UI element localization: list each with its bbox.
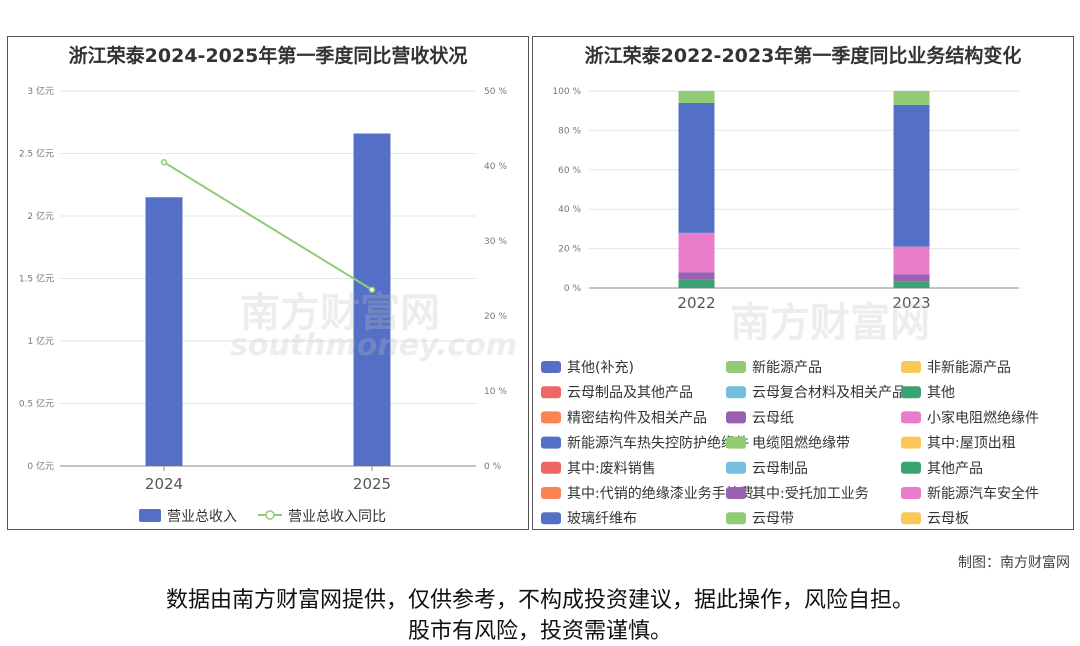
business-structure-chart: 0 % 20 % 40 % 60 % 80 % 100 % 2022 2023 其他(补充) 新能… xyxy=(541,87,1039,527)
legend-swatch xyxy=(726,512,746,525)
legend-label: 新能源产品 xyxy=(752,360,822,376)
x-tick-label: 2023 xyxy=(892,294,930,312)
legend-label: 电缆阻燃绝缘带 xyxy=(752,435,850,452)
disclaimer-line-2: 股市有风险，投资需谨慎。 xyxy=(407,619,672,644)
y-right-tick-label: 20 % xyxy=(484,312,507,322)
legend-swatch xyxy=(541,386,561,399)
y-tick-label: 0 % xyxy=(564,284,582,294)
yoy-point xyxy=(368,286,376,293)
legend-swatch xyxy=(726,487,746,499)
legend-label: 新能源汽车热失控防护绝缘件 xyxy=(567,435,749,452)
chart-credit: 制图：南方财富网 xyxy=(958,555,1070,571)
legend-label: 云母制品 xyxy=(752,461,808,477)
legend-swatch-yoy-marker xyxy=(265,510,275,520)
legend-label: 其中:屋顶出租 xyxy=(927,436,1016,452)
legend-label: 云母复合材料及相关产品 xyxy=(752,384,906,401)
y-left-tick-label: 1 亿元 xyxy=(27,335,54,347)
legend-swatch xyxy=(901,386,921,399)
legend-label: 其他产品 xyxy=(927,461,983,477)
legend-swatch xyxy=(901,436,921,449)
y-right-tick-label: 10 % xyxy=(484,387,507,397)
revenue-chart-title: 浙江荣泰2024-2025年第一季度同比营收状况 xyxy=(68,45,468,67)
revenue-chart-panel: 浙江荣泰2024-2025年第一季度同比营收状况 0 亿元 0.5 亿元 1 亿元 1… xyxy=(7,36,529,530)
y-tick-label: 100 % xyxy=(552,87,581,97)
legend-swatch-revenue xyxy=(139,509,161,522)
y-tick-label: 40 % xyxy=(558,205,581,215)
stack-segment xyxy=(678,279,715,288)
revenue-bar xyxy=(145,197,183,466)
disclaimer-line-1: 数据由南方财富网提供，仅供参考，不构成投资建议，据此操作，风险自担。 xyxy=(165,588,914,613)
y-right-tick-label: 0 % xyxy=(484,462,502,472)
y-right-tick-label: 50 % xyxy=(484,87,507,97)
stack-segment xyxy=(678,232,715,273)
stack-segment xyxy=(893,246,930,275)
stack-segment xyxy=(893,91,930,105)
stack-segment xyxy=(678,102,715,233)
x-tick-label: 2025 xyxy=(353,475,391,493)
legend-label: 小家电阻燃绝缘件 xyxy=(927,409,1039,426)
y-left-tick-label: 2.5 亿元 xyxy=(19,148,54,160)
legend-label: 其他 xyxy=(927,385,955,401)
legend-swatch xyxy=(901,411,921,424)
legend-label: 云母带 xyxy=(752,511,794,527)
legend-label: 精密结构件及相关产品 xyxy=(567,409,707,426)
legend-label: 云母纸 xyxy=(752,410,794,426)
legend-swatch xyxy=(726,361,746,373)
legend-label: 云母板 xyxy=(927,511,969,527)
y-left-tick-label: 3 亿元 xyxy=(27,85,54,97)
stack-segment xyxy=(893,281,930,288)
legend-label: 其中:受托加工业务 xyxy=(752,486,869,502)
legend-swatch xyxy=(901,512,921,525)
stack-segment xyxy=(678,91,715,103)
legend-swatch xyxy=(901,487,921,499)
legend-swatch xyxy=(541,512,561,525)
y-left-tick-label: 1.5 亿元 xyxy=(19,273,54,285)
legend-label: 其中:代销的绝缘漆业务手续费 xyxy=(567,485,754,502)
legend-label-yoy: 营业总收入同比 xyxy=(288,509,386,525)
stack-segment xyxy=(893,274,930,282)
legend-swatch xyxy=(726,436,746,449)
legend-label: 其他(补充) xyxy=(567,360,634,376)
legend-swatch xyxy=(901,461,921,474)
legend-swatch xyxy=(726,411,746,424)
y-left-tick-label: 2 亿元 xyxy=(27,210,54,222)
legend-label-revenue: 营业总收入 xyxy=(167,509,237,525)
x-tick-label: 2022 xyxy=(677,294,715,312)
x-tick-label: 2024 xyxy=(145,475,183,493)
y-right-tick-label: 40 % xyxy=(484,162,507,172)
yoy-line xyxy=(163,161,373,291)
legend-swatch xyxy=(541,361,561,373)
legend-swatch xyxy=(541,411,561,424)
stack-segment xyxy=(893,104,930,247)
business-structure-chart-panel: 浙江荣泰2022-2023年第一季度同比业务结构变化 0 % 20 % 40 % 60… xyxy=(532,36,1074,530)
y-left-tick-label: 0 亿元 xyxy=(27,460,54,472)
legend-swatch xyxy=(901,361,921,373)
legend-swatch xyxy=(541,461,561,474)
yoy-point xyxy=(160,159,168,166)
legend-swatch xyxy=(541,436,561,449)
legend-label: 云母制品及其他产品 xyxy=(567,385,693,401)
y-right-tick-label: 30 % xyxy=(484,237,507,247)
legend-label: 玻璃纤维布 xyxy=(567,510,637,527)
business-structure-chart-title: 浙江荣泰2022-2023年第一季度同比业务结构变化 xyxy=(584,45,1022,67)
legend-label: 其中:废料销售 xyxy=(567,461,656,477)
y-tick-label: 60 % xyxy=(558,166,581,176)
legend-label: 新能源汽车安全件 xyxy=(927,485,1039,502)
legend-swatch xyxy=(726,461,746,474)
revenue-chart: 0 亿元 0.5 亿元 1 亿元 1.5 亿元 2 亿元 2.5 亿元 3 亿元 0 % 10 … xyxy=(19,85,508,525)
y-tick-label: 80 % xyxy=(558,126,581,136)
y-left-tick-label: 0.5 亿元 xyxy=(19,398,54,410)
legend-swatch xyxy=(726,386,746,399)
legend-label: 非新能源产品 xyxy=(927,360,1011,376)
stack-segment xyxy=(678,272,715,280)
revenue-bar xyxy=(353,133,391,466)
legend-swatch xyxy=(541,487,561,499)
y-tick-label: 20 % xyxy=(558,245,581,255)
